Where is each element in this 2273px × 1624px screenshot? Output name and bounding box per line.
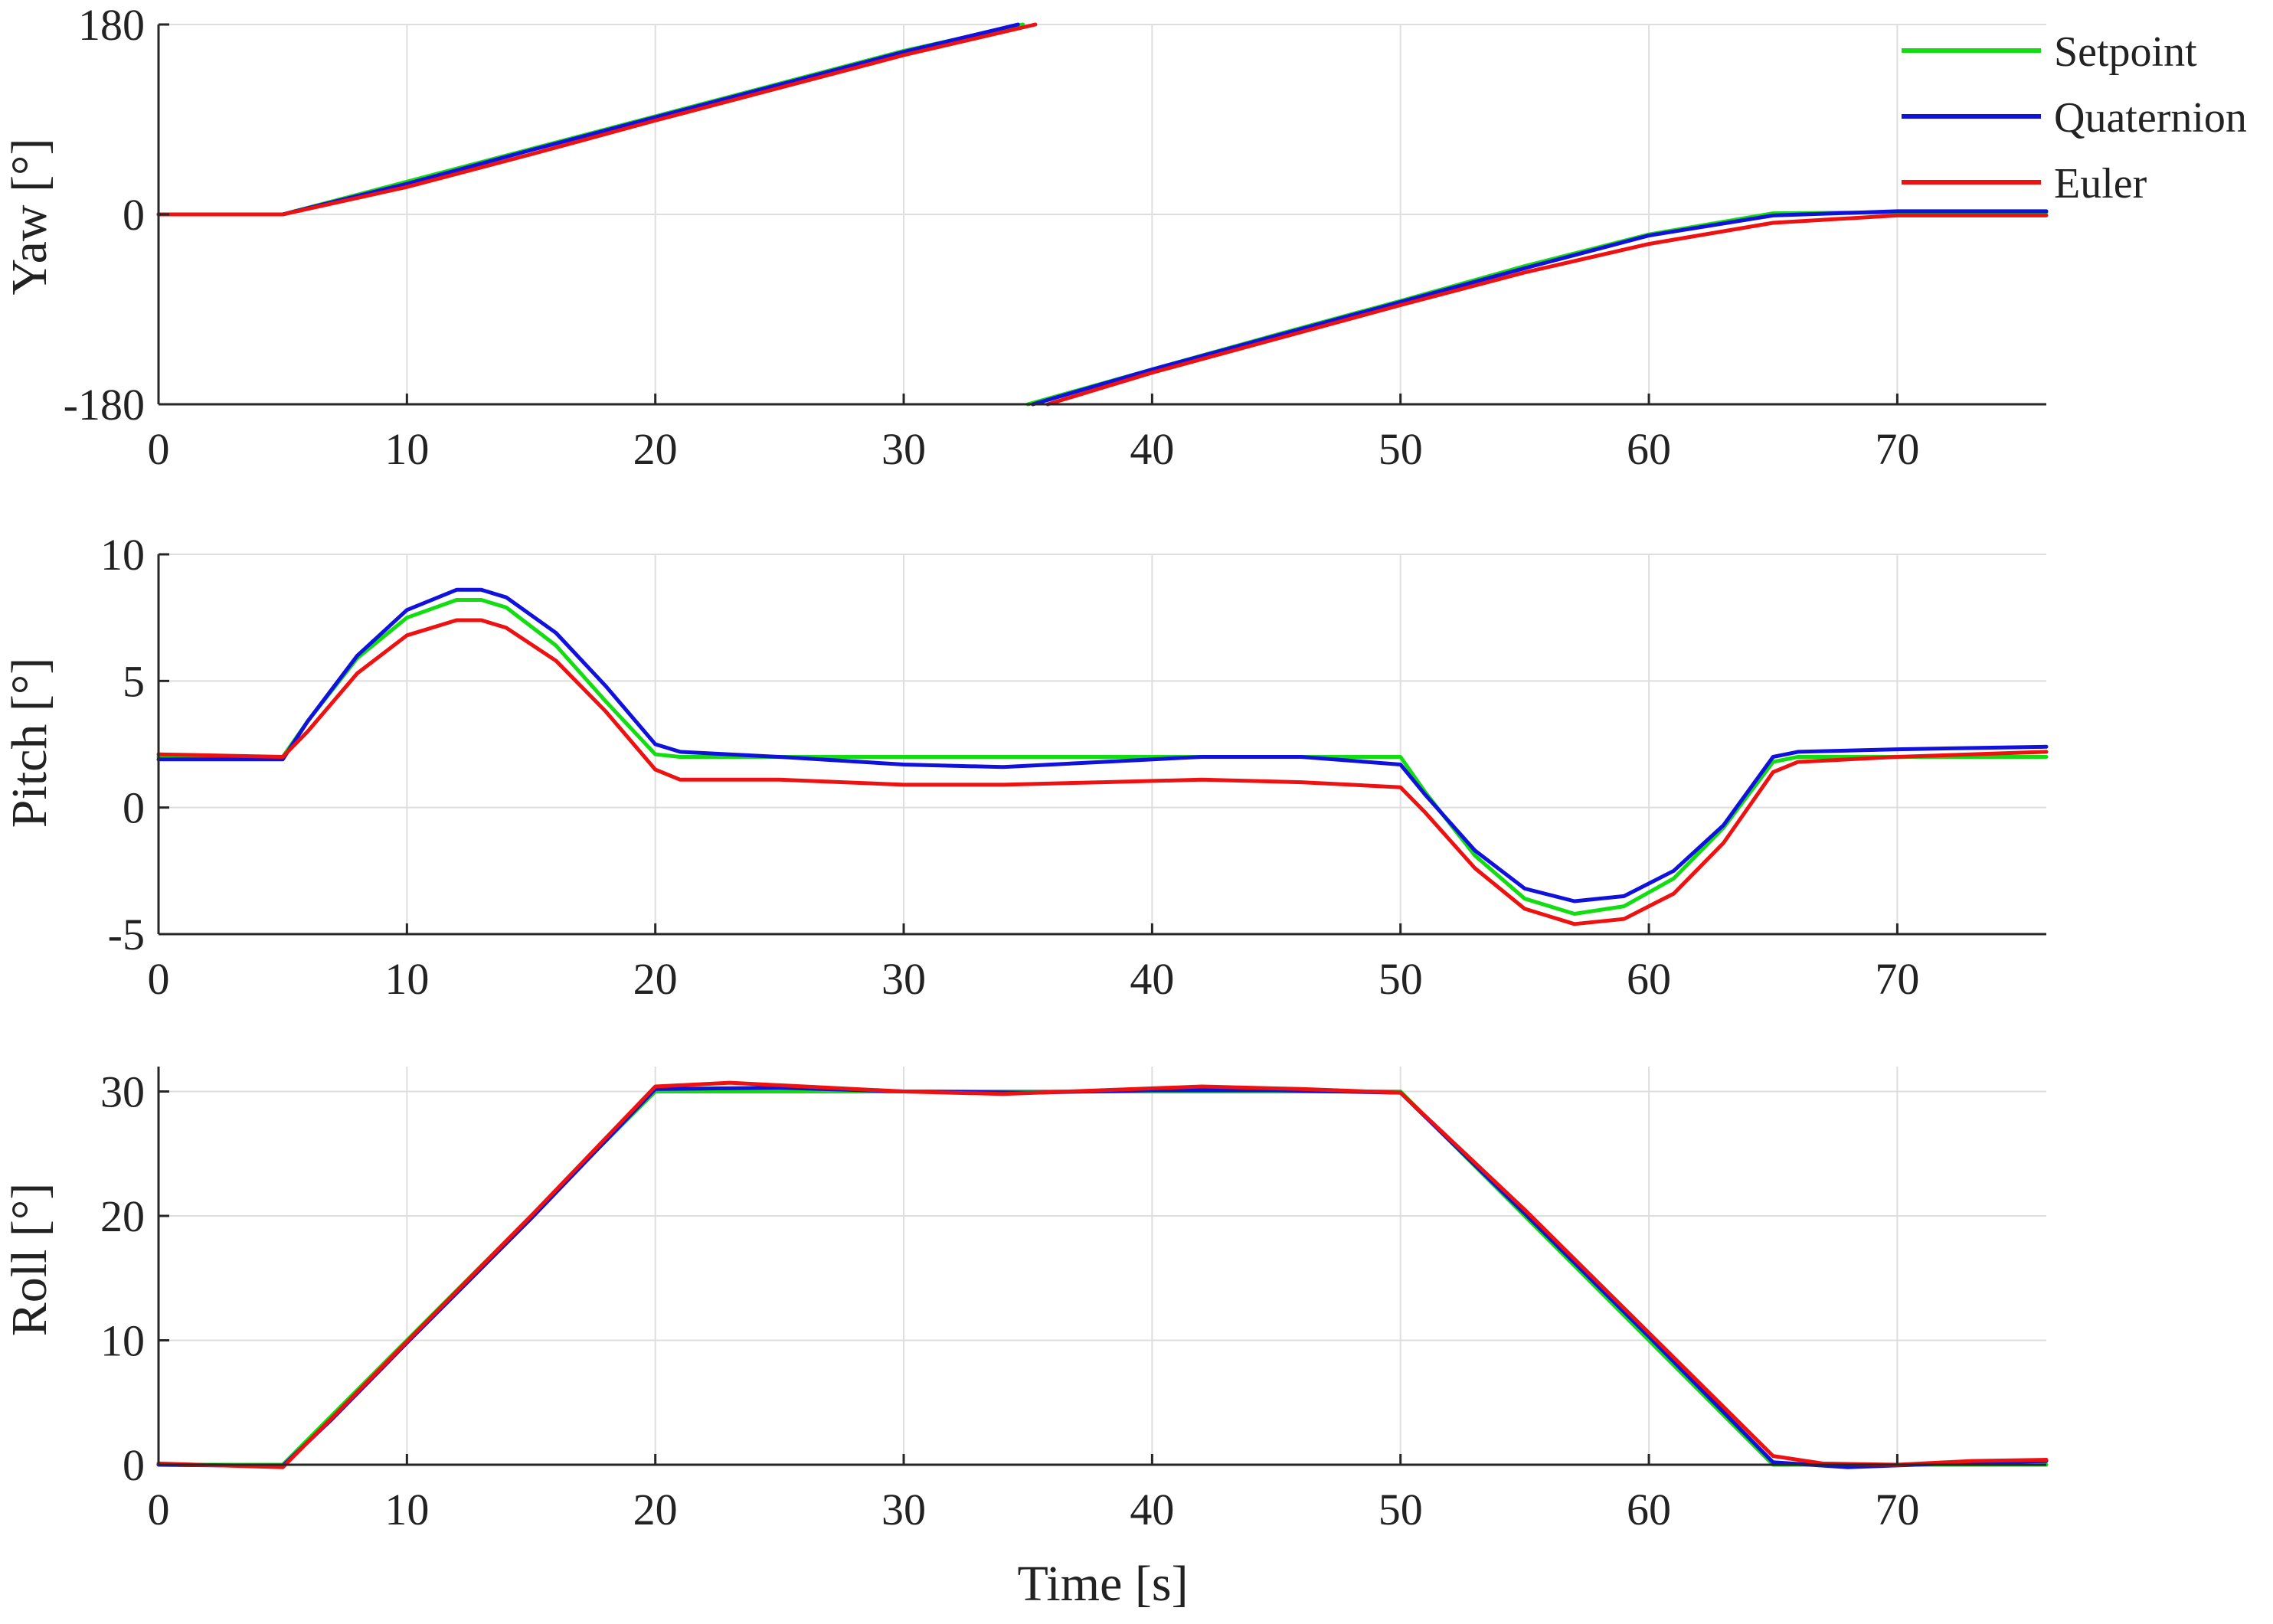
yaw-series-euler-line-1 [156,22,1038,217]
pitch-xtick-label-20: 20 [633,954,678,1004]
yaw-xtick-label-60: 60 [1627,424,1671,474]
legend-label-quaternion: Quaternion [2054,94,2247,142]
pitch-ytick-label--5: -5 [108,910,145,959]
yaw-series-euler-line-2 [1045,213,2049,407]
pitch-xtick-label-50: 50 [1379,954,1423,1004]
yaw-series-setpoint-line-2 [1025,210,2049,407]
roll-xtick-label-50: 50 [1379,1485,1423,1534]
yaw-ytick-label-180: 180 [78,0,145,50]
yaw-xtick-label-10: 10 [384,424,429,474]
roll-ytick-label-10: 10 [100,1316,145,1366]
yaw-series-quaternion-line-2 [1031,209,2049,407]
roll-series-quaternion-line [156,1086,2049,1469]
yaw-xtick-label-70: 70 [1875,424,1919,474]
yaw-xtick-label-40: 40 [1130,424,1174,474]
roll-xtick-label-30: 30 [881,1485,926,1534]
pitch-xtick-label-60: 60 [1627,954,1671,1004]
pitch-xtick-label-70: 70 [1875,954,1919,1004]
roll-ytick-label-20: 20 [100,1191,145,1241]
roll-xtick-label-10: 10 [384,1485,429,1534]
pitch-xtick-label-10: 10 [384,954,429,1004]
roll-ylabel: Roll [°] [2,1183,57,1337]
pitch-xtick-label-0: 0 [148,954,170,1004]
pitch-series-quaternion-line [156,587,2049,903]
pitch-ytick-label-10: 10 [100,530,145,580]
yaw-ytick-label--180: -180 [64,380,145,430]
legend: Setpoint Quaternion Euler [1902,28,2247,207]
yaw-xtick-label-50: 50 [1379,424,1423,474]
roll-xtick-label-40: 40 [1130,1485,1174,1534]
pitch-series-euler-line [156,618,2049,926]
pitch-ytick-label-5: 5 [123,656,145,706]
roll-panel: 0 10 20 30 40 50 60 70 0 10 20 30 Roll [°] Time [s] [2,1067,2049,1612]
roll-series-setpoint-line [156,1090,2049,1467]
roll-ytick-label-30: 30 [100,1067,145,1117]
roll-series-euler-line [156,1080,2049,1469]
yaw-xtick-label-0: 0 [148,424,170,474]
legend-label-setpoint: Setpoint [2054,28,2197,76]
roll-xtick-label-20: 20 [633,1485,678,1534]
yaw-ytick-label-0: 0 [123,190,145,240]
yaw-xtick-label-20: 20 [633,424,678,474]
roll-xtick-label-70: 70 [1875,1485,1919,1534]
roll-ytick-label-0: 0 [123,1440,145,1490]
yaw-ylabel: Yaw [°] [2,139,57,296]
pitch-xtick-label-30: 30 [881,954,926,1004]
pitch-ytick-label-0: 0 [123,783,145,833]
pitch-xtick-label-40: 40 [1130,954,1174,1004]
yaw-xtick-label-30: 30 [881,424,926,474]
pitch-series-setpoint-line [156,598,2049,916]
time-xlabel: Time [s] [1017,1556,1188,1612]
roll-xtick-label-60: 60 [1627,1485,1671,1534]
pitch-ylabel: Pitch [°] [2,658,57,828]
roll-xtick-label-0: 0 [148,1485,170,1534]
legend-label-euler: Euler [2054,160,2147,207]
